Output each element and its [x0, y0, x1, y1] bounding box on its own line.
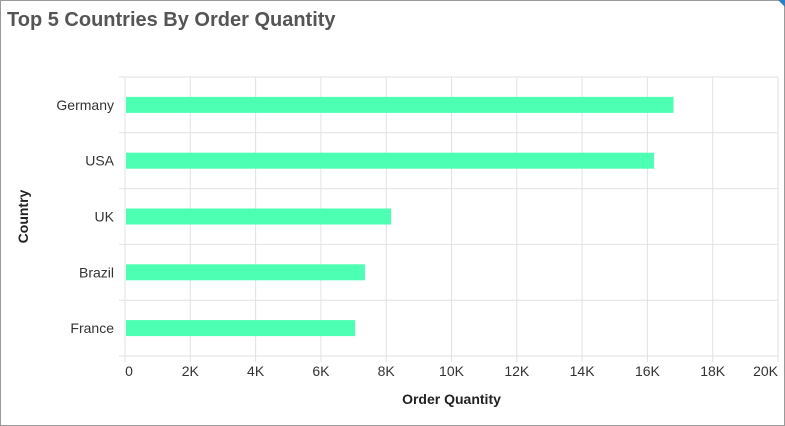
x-tick-label: 20K [753, 363, 779, 379]
x-axis-title: Order Quantity [402, 391, 501, 407]
x-tick-label: 0 [125, 363, 133, 379]
x-tick-labels: 0 2K 4K 6K 8K 10K 12K 14K 16K 18K 20K [125, 363, 779, 379]
bar-brazil [126, 264, 365, 281]
category-label: UK [95, 209, 115, 225]
grid-lines [119, 76, 779, 362]
x-tick-label: 4K [247, 363, 265, 379]
bar-germany [126, 96, 674, 113]
category-label: Germany [56, 97, 114, 113]
x-tick-label: 12K [504, 363, 530, 379]
x-tick-label: 8K [378, 363, 396, 379]
bars [126, 96, 674, 337]
x-tick-label: 18K [700, 363, 726, 379]
category-labels: Germany USA UK Brazil France [56, 97, 114, 336]
x-tick-label: 16K [635, 363, 661, 379]
x-tick-label: 6K [312, 363, 330, 379]
x-tick-label: 2K [182, 363, 200, 379]
x-tick-label: 14K [570, 363, 596, 379]
corner-marker [778, 0, 785, 7]
category-label: France [70, 320, 114, 336]
x-tick-label: 10K [439, 363, 465, 379]
chart-title: Top 5 Countries By Order Quantity [7, 9, 336, 31]
bar-uk [126, 208, 392, 225]
y-axis-title: Country [15, 189, 31, 243]
category-label: Brazil [79, 264, 114, 280]
bar-usa [126, 152, 654, 169]
bar-france [126, 320, 356, 337]
category-label: USA [85, 153, 114, 169]
